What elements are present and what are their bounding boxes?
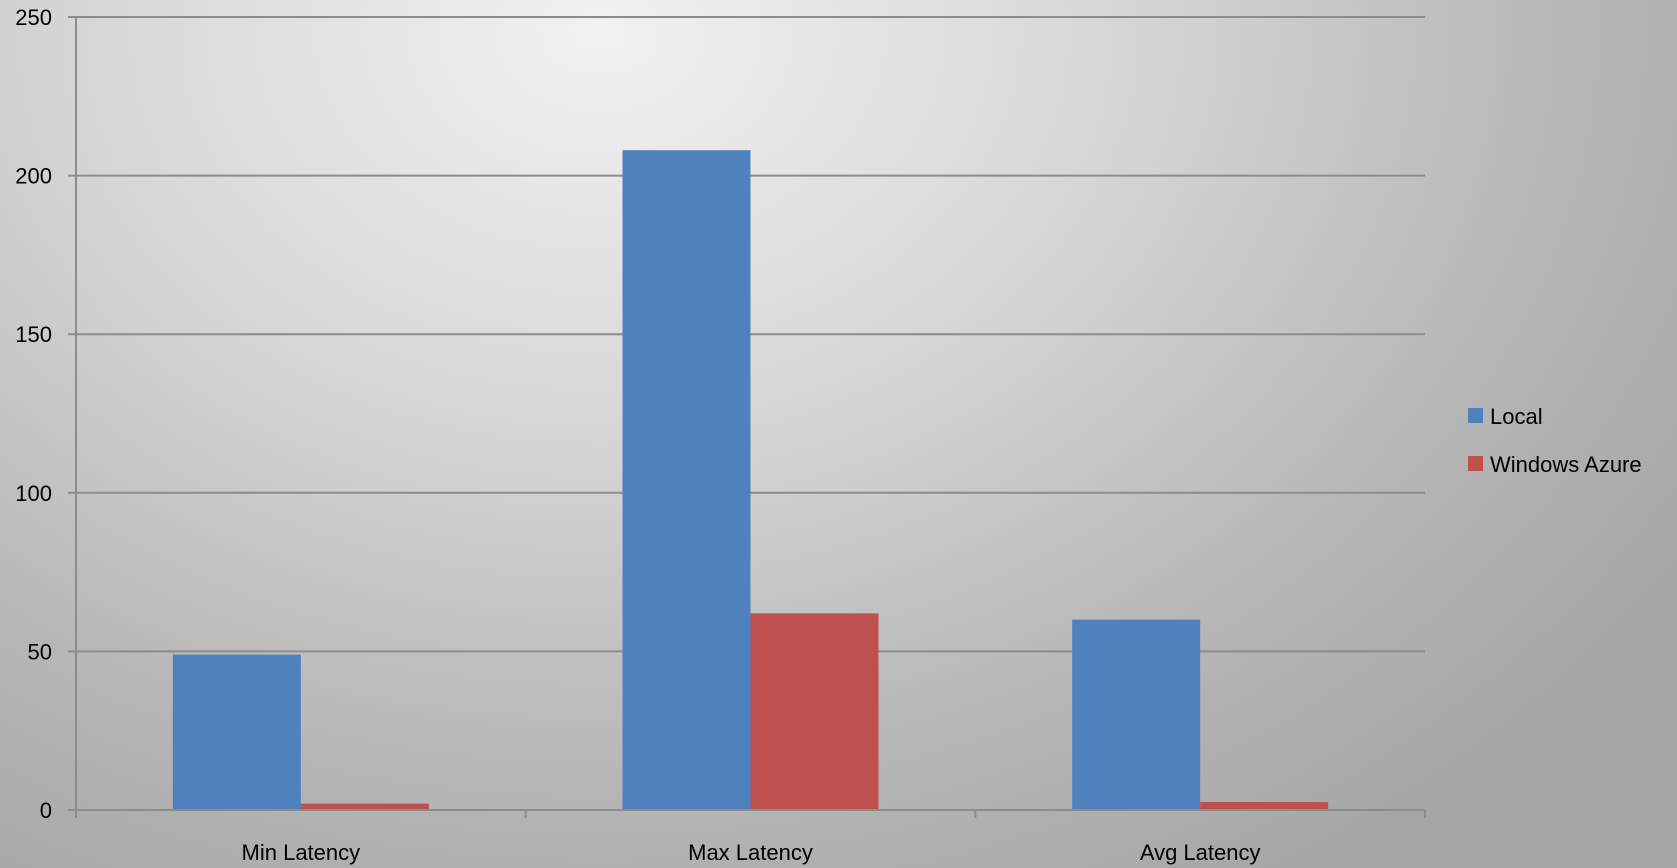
axes: 0 50 100 150 200 250 Min Latency Max Latency Avg… — [15, 5, 1426, 865]
legend: Local Windows Azure — [1468, 404, 1642, 477]
y-tick-label: 50 — [28, 639, 52, 664]
bar-local — [1072, 619, 1201, 810]
bars — [172, 150, 1329, 810]
legend-label: Windows Azure — [1490, 452, 1642, 477]
legend-swatch — [1468, 456, 1483, 471]
y-tick-label: 0 — [40, 798, 52, 823]
bar-local — [622, 150, 751, 810]
y-tick-label: 150 — [15, 322, 52, 347]
bar-windows-azure — [750, 613, 879, 810]
bar-windows-azure — [1200, 802, 1329, 810]
y-tick-label: 100 — [15, 481, 52, 506]
bar-local — [172, 654, 301, 810]
x-category-label: Max Latency — [688, 840, 813, 865]
bar-windows-azure — [300, 803, 429, 810]
x-category-label: Min Latency — [242, 840, 361, 865]
y-tick-label: 200 — [15, 164, 52, 189]
x-category-label: Avg Latency — [1140, 840, 1261, 865]
legend-swatch — [1468, 408, 1483, 423]
y-tick-label: 250 — [15, 5, 52, 30]
legend-label: Local — [1490, 404, 1543, 429]
